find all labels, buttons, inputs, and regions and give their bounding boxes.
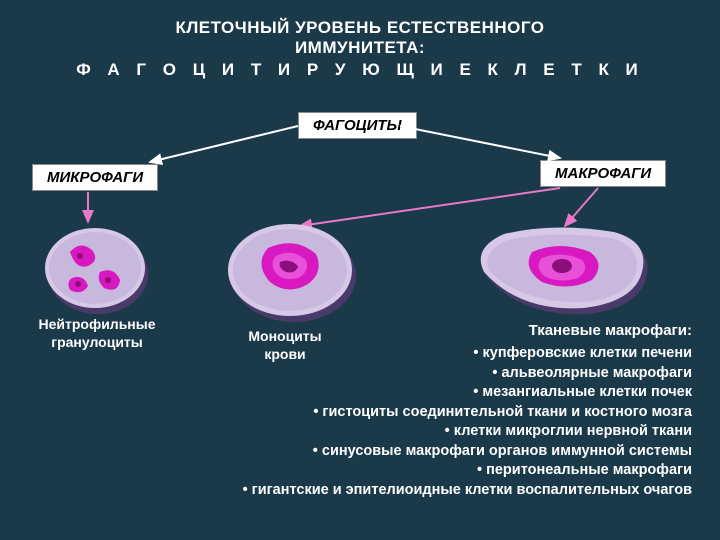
title-line-2: ИММУНИТЕТА: [40,38,680,58]
list-item: мезангиальные клетки почек [243,383,692,403]
tissue-macrophages-title: Тканевые макрофаги: [529,322,692,339]
neutrophil-cell [40,222,150,314]
list-item: синусовые макрофаги органов иммунной сис… [243,442,692,462]
neutrophil-label: Нейтрофильные гранулоциты [22,316,172,351]
tissue-macrophages-list: купферовские клетки печениальвеолярные м… [243,344,692,501]
neutrophil-label-1: Нейтрофильные [22,316,172,334]
phagocytes-box: ФАГОЦИТЫ [298,112,417,139]
neutrophil-label-2: гранулоциты [22,334,172,352]
macrophages-box: МАКРОФАГИ [540,160,666,187]
title-block: КЛЕТОЧНЫЙ УРОВЕНЬ ЕСТЕСТВЕННОГО ИММУНИТЕ… [0,0,720,90]
list-item: купферовские клетки печени [243,344,692,364]
list-item: перитонеальные макрофаги [243,461,692,481]
list-item: клетки микроглии нервной ткани [243,422,692,442]
monocyte-label-1: Моноциты [230,328,340,346]
list-item: гистоциты соединительной ткани и костног… [243,403,692,423]
title-line-1: КЛЕТОЧНЫЙ УРОВЕНЬ ЕСТЕСТВЕННОГО [40,18,680,38]
tissue-macrophage-cell [468,222,658,322]
microphages-box: МИКРОФАГИ [32,164,158,191]
monocyte-cell [220,218,360,324]
list-item: гигантские и эпителиоидные клетки воспал… [243,481,692,501]
list-item: альвеолярные макрофаги [243,364,692,384]
title-line-3: Ф А Г О Ц И Т И Р У Ю Щ И Е К Л Е Т К И [40,60,680,80]
